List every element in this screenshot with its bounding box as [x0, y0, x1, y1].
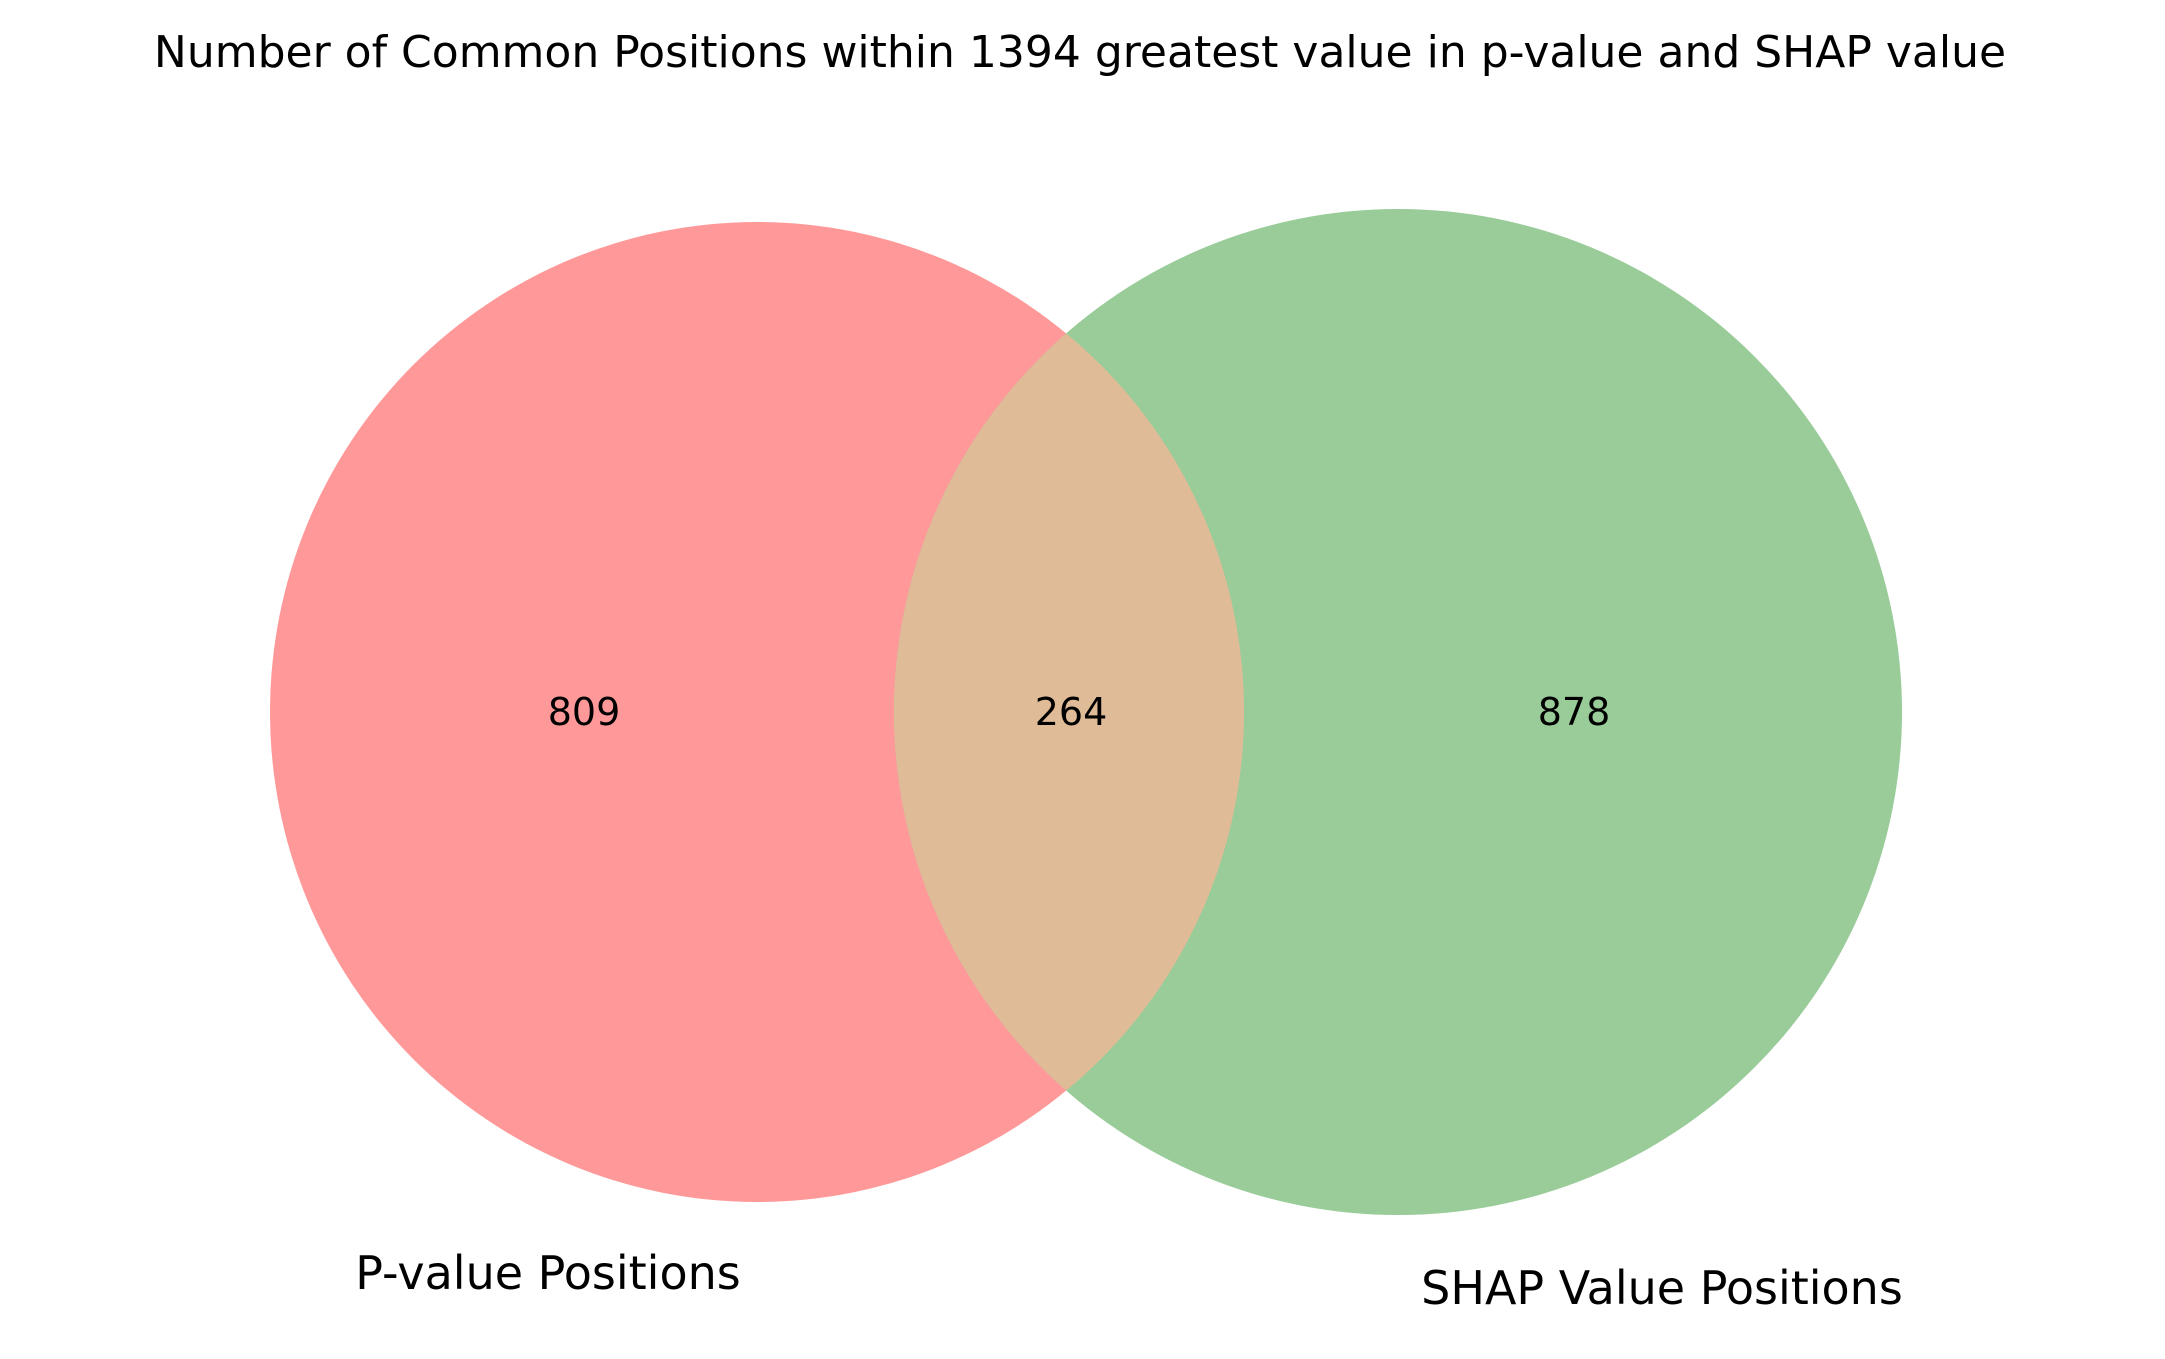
- chart-title: Number of Common Positions within 1394 g…: [154, 27, 2006, 78]
- pvalue-only-count: 809: [548, 690, 621, 734]
- intersection-region: [894, 222, 1244, 1202]
- shap-only-count: 878: [1538, 690, 1611, 734]
- pvalue-set-label: P-value Positions: [355, 1246, 740, 1300]
- shap-set-label: SHAP Value Positions: [1421, 1261, 1903, 1315]
- intersection-count: 264: [1035, 690, 1108, 734]
